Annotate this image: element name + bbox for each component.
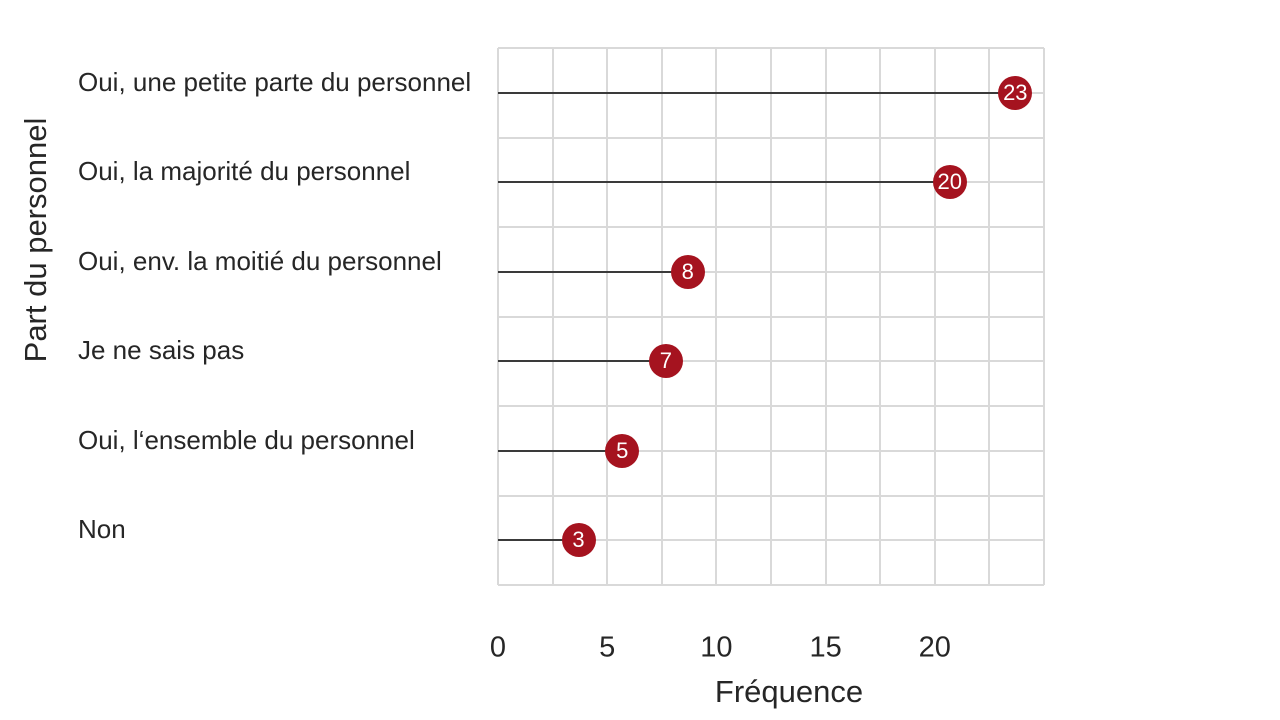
horizontal-gridline xyxy=(498,47,1044,49)
value-dot: 20 xyxy=(932,165,967,200)
value-dot: 3 xyxy=(561,523,596,558)
x-axis-tick-label: 10 xyxy=(700,631,733,664)
x-axis-title: Fréquence xyxy=(714,674,864,709)
horizontal-gridline xyxy=(498,360,1044,363)
value-dot-label: 3 xyxy=(572,527,585,553)
category-label: Oui, une petite parte du personnel xyxy=(78,66,472,97)
value-stem xyxy=(498,181,935,184)
plot-area: 23 20 8 7 5 3 xyxy=(497,47,1045,586)
value-dot: 7 xyxy=(648,344,683,379)
horizontal-gridline xyxy=(498,584,1044,586)
value-stem xyxy=(498,91,1001,94)
value-dot-label: 23 xyxy=(1003,79,1028,105)
category-label: Oui, la majorité du personnel xyxy=(78,156,411,187)
value-dot: 8 xyxy=(670,254,705,289)
value-dot-label: 20 xyxy=(937,169,963,195)
category-label: Non xyxy=(78,514,126,545)
value-dot-label: 7 xyxy=(659,348,672,374)
y-axis-title: Part du personnel xyxy=(18,117,53,363)
value-stem xyxy=(498,539,564,542)
horizontal-gridline xyxy=(498,226,1044,228)
value-dot: 23 xyxy=(998,75,1033,110)
x-axis-tick-label: 0 xyxy=(489,631,507,664)
category-label: Oui, l‘ensemble du personnel xyxy=(78,424,415,455)
value-stem xyxy=(498,449,608,452)
value-dot-label: 5 xyxy=(616,437,629,463)
category-label: Je ne sais pas xyxy=(78,335,245,366)
value-stem xyxy=(498,360,651,363)
horizontal-gridline xyxy=(498,315,1044,318)
x-axis-tick-label: 20 xyxy=(918,631,951,664)
value-stem xyxy=(498,270,673,273)
horizontal-gridline xyxy=(498,449,1044,452)
horizontal-gridline xyxy=(498,136,1044,139)
x-axis-tick-label: 5 xyxy=(599,631,616,664)
horizontal-gridline xyxy=(498,405,1044,407)
horizontal-gridline xyxy=(498,270,1044,273)
value-dot: 5 xyxy=(605,433,640,468)
vertical-gridline xyxy=(1043,48,1045,585)
horizontal-gridline xyxy=(498,494,1044,497)
horizontal-gridline xyxy=(498,539,1044,542)
x-axis-tick-label: 15 xyxy=(809,631,842,664)
category-label: Oui, env. la moitié du personnel xyxy=(78,245,442,276)
value-dot-label: 8 xyxy=(681,258,694,284)
